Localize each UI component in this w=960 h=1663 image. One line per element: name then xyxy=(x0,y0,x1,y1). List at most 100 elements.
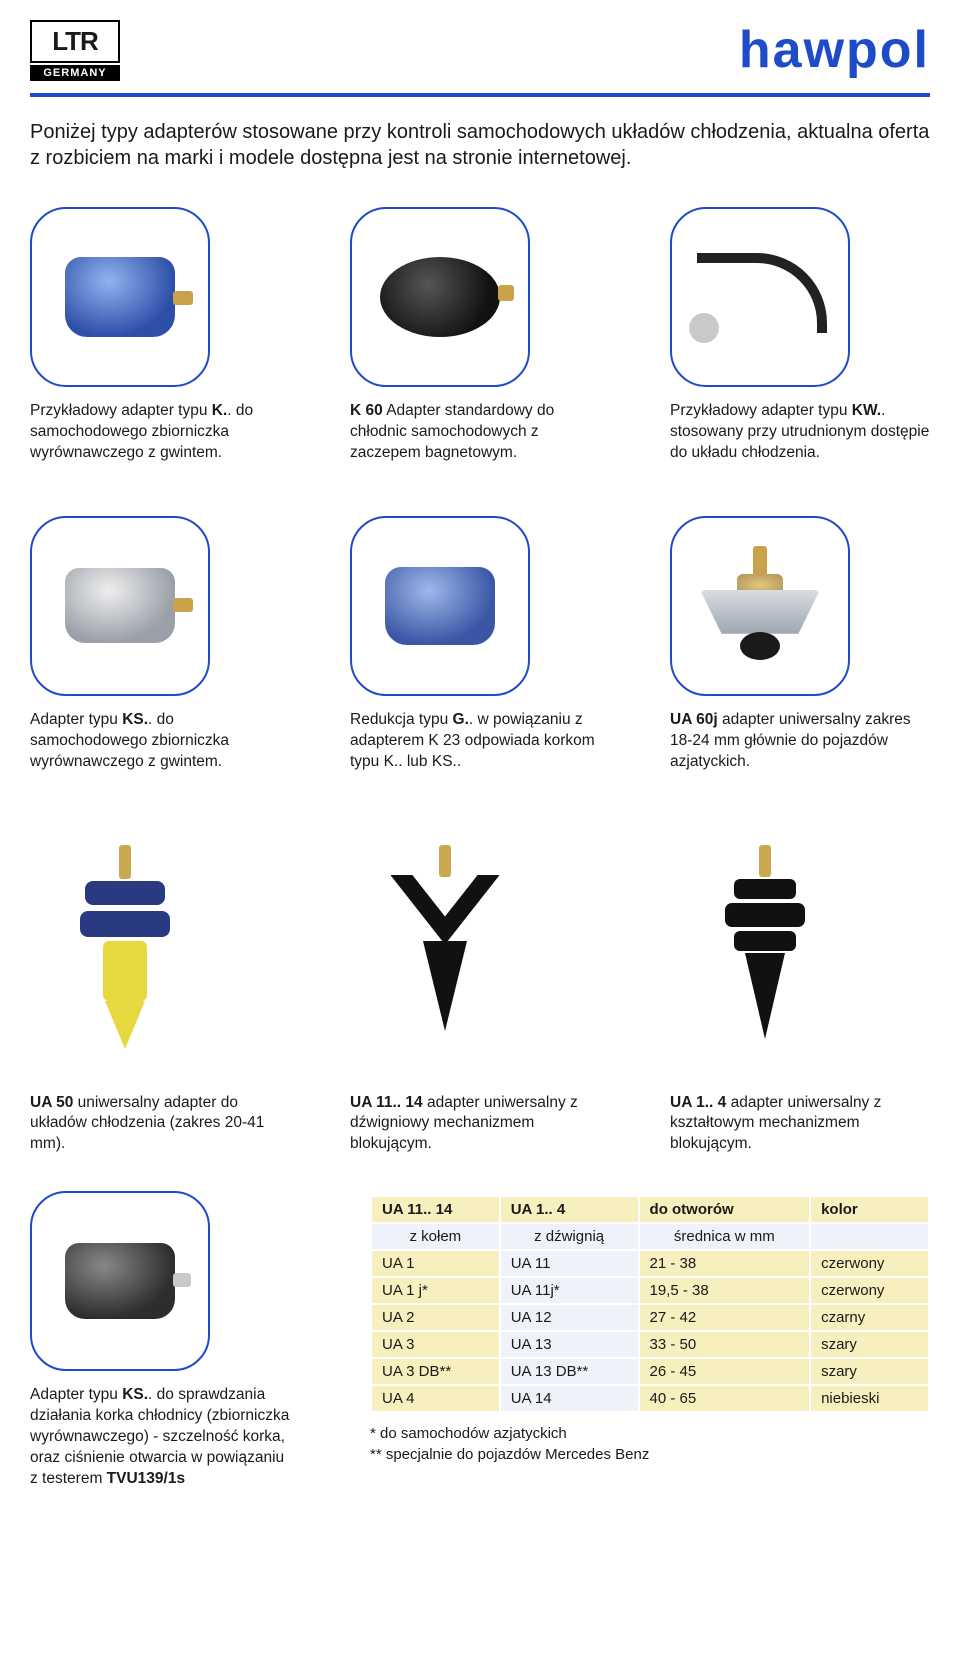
table-cell: UA 1 j* xyxy=(372,1278,499,1303)
caption-ua1-4: UA 1.. 4 adapter uniwersalny z kształtow… xyxy=(670,1093,930,1156)
table-cell: 21 - 38 xyxy=(640,1251,810,1276)
table-cell: czerwony xyxy=(811,1278,928,1303)
tile-ks xyxy=(30,516,210,696)
caption-bold2: TVU139/1s xyxy=(107,1470,185,1487)
cell-k60: K 60 Adapter standardowy do chłodnic sam… xyxy=(350,207,610,500)
caption-pre: Przykładowy adapter typu xyxy=(30,402,212,419)
table-body: UA 1UA 1121 - 38czerwonyUA 1 j*UA 11j*19… xyxy=(372,1251,928,1411)
caption-bold: UA 1.. 4 xyxy=(670,1094,726,1111)
caption-k: Przykładowy adapter typu K.. do samochod… xyxy=(30,401,290,464)
caption-bold: UA 60j xyxy=(670,711,718,728)
caption-pre: Adapter typu xyxy=(30,1386,122,1403)
table-cell: UA 13 DB** xyxy=(501,1359,638,1384)
table-cell: UA 12 xyxy=(501,1305,638,1330)
product-grid: Przykładowy adapter typu K.. do samochod… xyxy=(30,207,930,1191)
cell-ua11-14: UA 11.. 14 adapter uniwersalny z dźwigni… xyxy=(350,825,610,1192)
caption-bold: K 60 xyxy=(350,402,383,419)
bottom-grid: Adapter typu KS.. do sprawdzania działan… xyxy=(30,1191,930,1526)
table-wrap: UA 11.. 14 UA 1.. 4 do otworów kolor z k… xyxy=(370,1195,930,1465)
table-row: UA 1 j*UA 11j*19,5 - 38czerwony xyxy=(372,1278,928,1303)
footnotes: * do samochodów azjatyckich ** specjalni… xyxy=(370,1423,930,1465)
logo-ltr-text: LTR xyxy=(38,26,112,57)
cell-kw: Przykładowy adapter typu KW.. stosowany … xyxy=(670,207,930,500)
adapter-table: UA 11.. 14 UA 1.. 4 do otworów kolor z k… xyxy=(370,1195,930,1413)
caption-ua50: UA 50 uniwersalny adapter do układów chł… xyxy=(30,1093,290,1156)
tile-g xyxy=(350,516,530,696)
tile-ua1-4 xyxy=(670,825,860,1085)
cell-k: Przykładowy adapter typu K.. do samochod… xyxy=(30,207,290,500)
caption-pre: Redukcja typu xyxy=(350,711,453,728)
cell-ks: Adapter typu KS.. do samochodowego zbior… xyxy=(30,516,290,809)
caption-pre: Przykładowy adapter typu xyxy=(670,402,852,419)
sub-3 xyxy=(811,1224,928,1249)
logo-ltr-box: LTR xyxy=(30,20,120,63)
cell-ks2: Adapter typu KS.. do sprawdzania działan… xyxy=(30,1191,310,1526)
tile-ua50 xyxy=(30,825,220,1085)
table-cell: UA 1 xyxy=(372,1251,499,1276)
cell-g: Redukcja typu G.. w powiązaniu z adapter… xyxy=(350,516,610,809)
table-cell: UA 3 DB** xyxy=(372,1359,499,1384)
table-cell: czerwony xyxy=(811,1251,928,1276)
caption-ks: Adapter typu KS.. do samochodowego zbior… xyxy=(30,710,290,773)
caption-ua60j: UA 60j adapter uniwersalny zakres 18-24 … xyxy=(670,710,930,773)
tile-k xyxy=(30,207,210,387)
cell-ua1-4: UA 1.. 4 adapter uniwersalny z kształtow… xyxy=(670,825,930,1192)
caption-bold: UA 50 xyxy=(30,1094,73,1111)
tile-kw xyxy=(670,207,850,387)
caption-bold: KS. xyxy=(122,711,148,728)
table-cell: UA 14 xyxy=(501,1386,638,1411)
table-cell: szary xyxy=(811,1359,928,1384)
table-cell: UA 11 xyxy=(501,1251,638,1276)
table-row: UA 2UA 1227 - 42czarny xyxy=(372,1305,928,1330)
footnote-2: ** specjalnie do pojazdów Mercedes Benz xyxy=(370,1444,930,1465)
table-cell: UA 2 xyxy=(372,1305,499,1330)
table-cell: 26 - 45 xyxy=(640,1359,810,1384)
table-cell: UA 3 xyxy=(372,1332,499,1357)
header-rule xyxy=(30,93,930,97)
table-cell: 33 - 50 xyxy=(640,1332,810,1357)
table-cell: UA 4 xyxy=(372,1386,499,1411)
caption-bold: KW. xyxy=(852,402,881,419)
th-3: kolor xyxy=(811,1197,928,1222)
caption-k60: K 60 Adapter standardowy do chłodnic sam… xyxy=(350,401,610,464)
table-cell: 19,5 - 38 xyxy=(640,1278,810,1303)
table-cell: czarny xyxy=(811,1305,928,1330)
sub-0: z kołem xyxy=(372,1224,499,1249)
cell-ua60j: UA 60j adapter uniwersalny zakres 18-24 … xyxy=(670,516,930,809)
tile-k60 xyxy=(350,207,530,387)
th-1: UA 1.. 4 xyxy=(501,1197,638,1222)
tile-ua60j xyxy=(670,516,850,696)
table-cell: niebieski xyxy=(811,1386,928,1411)
table-cell: UA 13 xyxy=(501,1332,638,1357)
caption-pre: Adapter typu xyxy=(30,711,122,728)
table-cell: 40 - 65 xyxy=(640,1386,810,1411)
page-header: LTR GERMANY hawpol xyxy=(30,20,930,81)
footnote-1: * do samochodów azjatyckich xyxy=(370,1423,930,1444)
tile-ua11-14 xyxy=(350,825,540,1085)
caption-bold: K. xyxy=(212,402,228,419)
tile-ks2 xyxy=(30,1191,210,1371)
sub-2: średnica w mm xyxy=(640,1224,810,1249)
caption-bold: KS. xyxy=(122,1386,148,1403)
intro-text: Poniżej typy adapterów stosowane przy ko… xyxy=(30,119,930,171)
caption-ua11-14: UA 11.. 14 adapter uniwersalny z dźwigni… xyxy=(350,1093,610,1156)
cell-ua50: UA 50 uniwersalny adapter do układów chł… xyxy=(30,825,290,1192)
table-cell: UA 11j* xyxy=(501,1278,638,1303)
table-row: UA 4UA 1440 - 65niebieski xyxy=(372,1386,928,1411)
table-header-row: UA 11.. 14 UA 1.. 4 do otworów kolor xyxy=(372,1197,928,1222)
table-cell: 27 - 42 xyxy=(640,1305,810,1330)
caption-bold: UA 11.. 14 xyxy=(350,1094,423,1111)
th-0: UA 11.. 14 xyxy=(372,1197,499,1222)
caption-kw: Przykładowy adapter typu KW.. stosowany … xyxy=(670,401,930,464)
th-2: do otworów xyxy=(640,1197,810,1222)
sub-1: z dźwignią xyxy=(501,1224,638,1249)
logo-ltr-sub: GERMANY xyxy=(30,65,120,81)
table-cell: szary xyxy=(811,1332,928,1357)
table-row: UA 3 DB**UA 13 DB**26 - 45szary xyxy=(372,1359,928,1384)
caption-ks2: Adapter typu KS.. do sprawdzania działan… xyxy=(30,1385,290,1490)
logo-ltr: LTR GERMANY xyxy=(30,20,120,81)
caption-bold: G. xyxy=(453,711,469,728)
table-row: UA 1UA 1121 - 38czerwony xyxy=(372,1251,928,1276)
caption-g: Redukcja typu G.. w powiązaniu z adapter… xyxy=(350,710,610,773)
logo-hawpol: hawpol xyxy=(739,20,930,80)
